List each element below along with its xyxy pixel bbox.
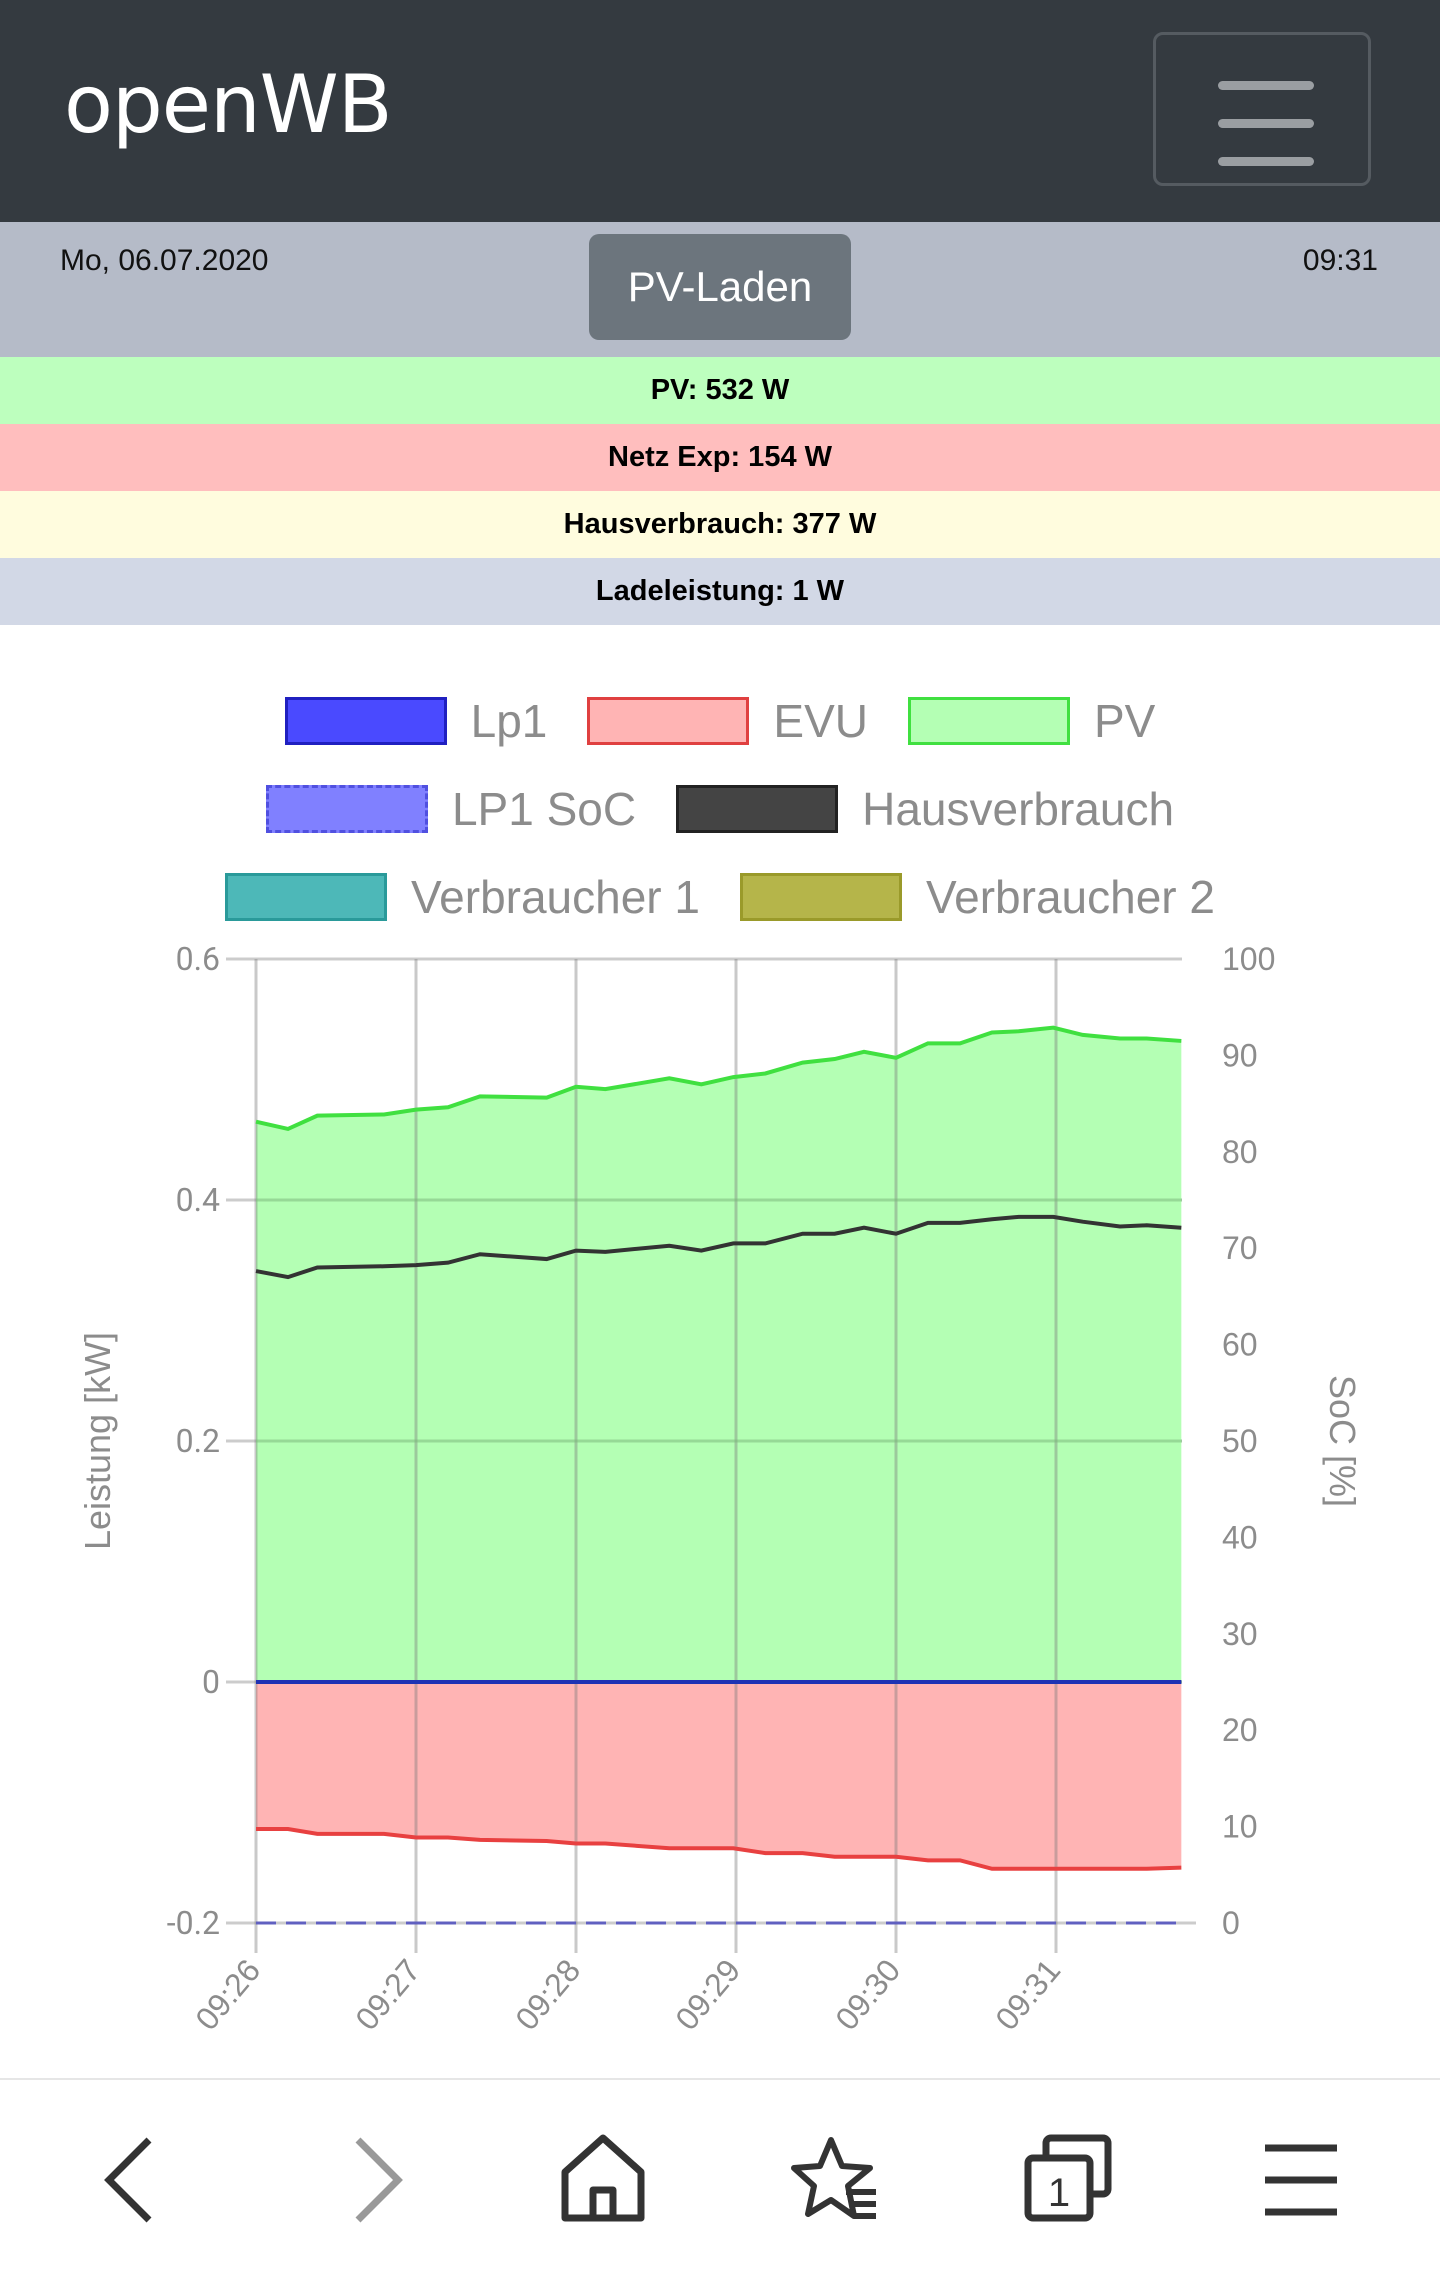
legend-item-verbraucher-2[interactable]: Verbraucher 2 xyxy=(740,870,1215,924)
y-axis-title: Leistung [kW] xyxy=(77,1332,118,1550)
app-header: openWB xyxy=(0,0,1440,222)
current-date: Mo, 06.07.2020 xyxy=(60,244,269,277)
legend-row-3: Verbraucher 1 Verbraucher 2 xyxy=(0,870,1440,924)
hamburger-icon xyxy=(1218,81,1314,90)
x-tick-label: 09:26 xyxy=(188,1952,267,2036)
legend-swatch xyxy=(225,873,388,921)
y2-tick-label: 10 xyxy=(1222,1809,1258,1845)
app-title[interactable]: openWB xyxy=(64,58,393,151)
y2-tick-label: 40 xyxy=(1222,1519,1258,1555)
y-tick-label: 0.2 xyxy=(176,1422,220,1460)
y2-tick-label: 60 xyxy=(1222,1327,1258,1363)
back-icon[interactable] xyxy=(87,2130,187,2230)
status-charging: Ladeleistung: 1 W xyxy=(0,558,1440,625)
x-tick-label: 09:28 xyxy=(508,1952,587,2036)
legend-item-lp1[interactable]: Lp1 xyxy=(284,694,548,748)
menu-toggle-button[interactable] xyxy=(1153,32,1371,186)
current-time: 09:31 xyxy=(1302,244,1378,277)
y-tick-label: 0.4 xyxy=(176,1181,220,1219)
y2-axis-title: SoC [%] xyxy=(1322,1375,1363,1507)
browser-bottom-bar: 1 xyxy=(0,2078,1440,2272)
legend-swatch xyxy=(587,697,750,745)
legend-label: Lp1 xyxy=(470,695,548,747)
menu-icon[interactable] xyxy=(1251,2130,1351,2230)
y2-tick-label: 90 xyxy=(1222,1037,1258,1073)
legend-label: Hausverbrauch xyxy=(862,783,1175,835)
hamburger-icon-bar xyxy=(1218,157,1314,166)
x-tick-label: 09:27 xyxy=(348,1952,427,2036)
y2-tick-label: 100 xyxy=(1222,941,1275,977)
hausverbrauch-line xyxy=(255,1214,1182,1280)
y2-tick-label: 80 xyxy=(1222,1134,1258,1170)
legend-row-1: Lp1 EVU PV xyxy=(0,694,1440,748)
y2-tick-label: 70 xyxy=(1222,1230,1258,1266)
legend-item-evu[interactable]: EVU xyxy=(587,694,868,748)
pv-area xyxy=(256,1027,1182,1682)
tab-count: 1 xyxy=(1048,2171,1070,2215)
y2-tick-label: 0 xyxy=(1222,1905,1240,1941)
status-grid: Netz Exp: 154 W xyxy=(0,424,1440,491)
status-pv: PV: 532 W xyxy=(0,357,1440,424)
legend-swatch xyxy=(284,697,447,745)
x-tick-label: 09:31 xyxy=(988,1952,1067,2036)
legend-label: PV xyxy=(1093,695,1156,747)
home-icon[interactable] xyxy=(553,2130,653,2230)
legend-swatch xyxy=(740,873,902,921)
legend-swatch xyxy=(907,697,1070,745)
x-tick-label: 09:30 xyxy=(828,1952,907,2036)
bookmarks-icon[interactable] xyxy=(786,2130,886,2230)
hamburger-icon-bar xyxy=(1218,119,1314,128)
legend-item-lp1-soc[interactable]: LP1 SoC xyxy=(265,782,637,836)
tabs-icon[interactable]: 1 xyxy=(1018,2130,1118,2230)
y-tick-label: 0 xyxy=(202,1663,220,1701)
charge-mode-button[interactable]: PV-Laden xyxy=(589,234,851,340)
y2-tick-label: 20 xyxy=(1222,1712,1258,1748)
evu-area xyxy=(256,1682,1182,1869)
y2-tick-label: 30 xyxy=(1222,1616,1258,1652)
info-bar: Mo, 06.07.2020 PV-Laden 09:31 xyxy=(0,222,1440,357)
legend-label: Verbraucher 1 xyxy=(411,871,700,923)
legend-label: EVU xyxy=(773,695,868,747)
evu-line xyxy=(256,1827,1182,1871)
status-house: Hausverbrauch: 377 W xyxy=(0,491,1440,558)
power-chart: 0.60.40.20-0.2100908070605040302010009:2… xyxy=(77,940,1363,2037)
legend-label: Verbraucher 2 xyxy=(926,871,1215,923)
pv-line xyxy=(255,1025,1182,1132)
legend-swatch xyxy=(676,785,839,833)
legend-item-verbraucher-1[interactable]: Verbraucher 1 xyxy=(225,870,700,924)
x-tick-label: 09:29 xyxy=(668,1952,747,2036)
legend-row-2: LP1 SoC Hausverbrauch xyxy=(0,782,1440,836)
legend-item-hausverbrauch[interactable]: Hausverbrauch xyxy=(676,782,1174,836)
y-tick-label: 0.6 xyxy=(176,940,220,978)
legend-item-pv[interactable]: PV xyxy=(907,694,1156,748)
forward-icon[interactable] xyxy=(320,2130,420,2230)
legend-swatch xyxy=(265,785,428,833)
y-tick-label: -0.2 xyxy=(167,1904,220,1942)
y2-tick-label: 50 xyxy=(1222,1423,1258,1459)
legend-label: LP1 SoC xyxy=(451,783,637,835)
